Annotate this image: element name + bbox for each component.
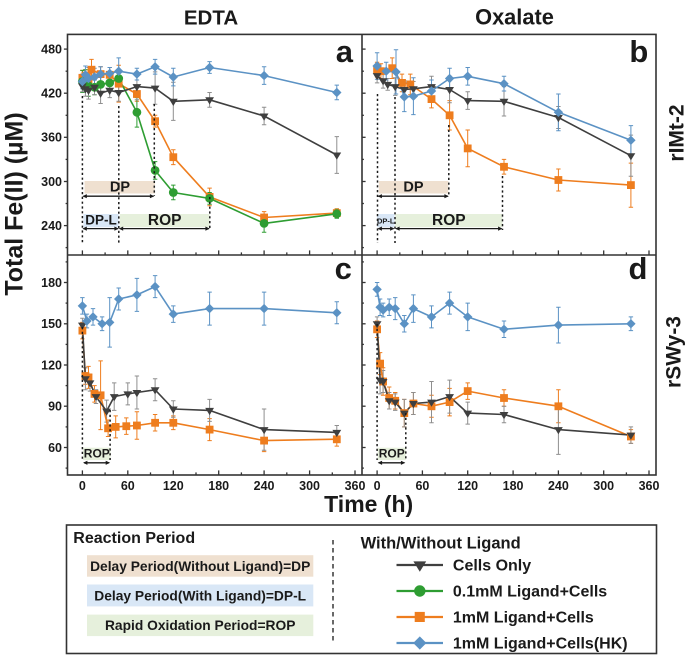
svg-text:120: 120 <box>163 479 184 493</box>
svg-text:DP: DP <box>110 180 130 196</box>
svg-text:rSWy-3: rSWy-3 <box>663 316 686 388</box>
svg-text:180: 180 <box>503 479 524 493</box>
svg-text:Time (h): Time (h) <box>324 491 413 517</box>
svg-text:420: 420 <box>41 87 62 101</box>
svg-text:DP: DP <box>403 180 423 196</box>
svg-text:rIMt-2: rIMt-2 <box>666 104 689 161</box>
svg-text:0: 0 <box>374 479 381 493</box>
svg-text:Delay Period(Without Ligand)=D: Delay Period(Without Ligand)=DP <box>90 559 310 574</box>
svg-text:ROP: ROP <box>148 212 182 229</box>
svg-text:b: b <box>629 34 648 69</box>
svg-text:480: 480 <box>41 43 62 57</box>
svg-text:360: 360 <box>345 479 366 493</box>
svg-text:300: 300 <box>593 479 614 493</box>
svg-text:240: 240 <box>254 479 275 493</box>
svg-text:60: 60 <box>121 479 135 493</box>
svg-text:240: 240 <box>41 219 62 233</box>
svg-text:ROP: ROP <box>84 447 110 461</box>
svg-text:a: a <box>336 34 354 69</box>
svg-text:180: 180 <box>208 479 229 493</box>
svg-text:60: 60 <box>415 479 429 493</box>
svg-text:DP-L: DP-L <box>377 217 395 226</box>
svg-text:1mM Ligand+Cells: 1mM Ligand+Cells <box>453 610 594 627</box>
svg-text:300: 300 <box>299 479 320 493</box>
svg-text:120: 120 <box>457 479 478 493</box>
svg-text:Reaction Period: Reaction Period <box>73 530 195 547</box>
svg-text:c: c <box>335 251 352 286</box>
svg-text:d: d <box>629 251 648 286</box>
svg-text:0.1mM Ligand+Cells: 0.1mM Ligand+Cells <box>453 584 607 601</box>
svg-text:240: 240 <box>548 479 569 493</box>
svg-text:360: 360 <box>41 131 62 145</box>
svg-text:150: 150 <box>41 317 62 331</box>
svg-text:180: 180 <box>41 276 62 290</box>
svg-text:360: 360 <box>639 479 660 493</box>
svg-text:Oxalate: Oxalate <box>475 5 554 30</box>
svg-text:With/Without Ligand: With/Without Ligand <box>361 535 521 553</box>
svg-text:ROP: ROP <box>432 212 466 229</box>
svg-text:Delay Period(With Ligand)=DP-L: Delay Period(With Ligand)=DP-L <box>94 588 306 603</box>
svg-text:60: 60 <box>48 441 62 455</box>
svg-text:1mM Ligand+Cells(HK): 1mM Ligand+Cells(HK) <box>453 636 628 653</box>
svg-text:Cells Only: Cells Only <box>453 558 531 575</box>
svg-text:120: 120 <box>41 358 62 372</box>
svg-text:Rapid Oxidation Period=ROP: Rapid Oxidation Period=ROP <box>105 618 296 633</box>
svg-text:Total Fe(II) (µM): Total Fe(II) (µM) <box>1 112 29 295</box>
svg-text:0: 0 <box>79 479 86 493</box>
svg-text:DP-L: DP-L <box>85 213 117 228</box>
svg-text:90: 90 <box>48 400 62 414</box>
svg-text:ROP: ROP <box>379 447 405 461</box>
svg-text:300: 300 <box>41 175 62 189</box>
svg-text:EDTA: EDTA <box>184 7 238 30</box>
